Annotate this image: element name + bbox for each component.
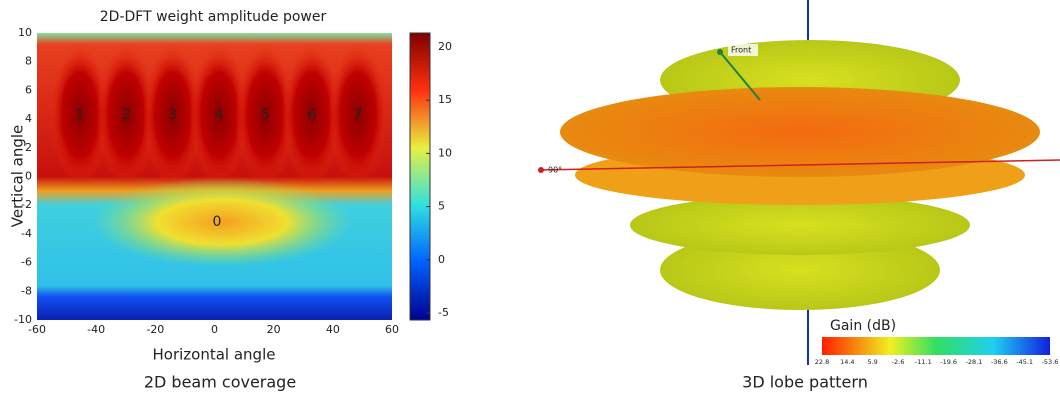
beam-label: 4	[215, 107, 224, 123]
legend-title: Gain (dB)	[830, 318, 896, 334]
colorbar	[410, 33, 430, 320]
colorbar-tick-label: 5	[438, 200, 445, 213]
x-tick-label: -20	[146, 323, 164, 336]
gain-bar	[822, 337, 1050, 355]
y-tick-label: 6	[25, 83, 32, 96]
y-tick-label: -2	[21, 198, 32, 211]
lobe	[560, 87, 1040, 177]
x-tick-label: -60	[28, 323, 46, 336]
y-tick-label: 8	[25, 55, 32, 68]
legend-tick-label: -2.6	[892, 358, 905, 366]
colorbar-tick-label: 15	[438, 93, 452, 106]
x-tick-label: -40	[87, 323, 105, 336]
x-tick-label: 40	[326, 323, 340, 336]
y-axis-label: Vertical angle	[9, 125, 27, 228]
caption: 3D lobe pattern	[742, 373, 868, 392]
plot-title: 2D-DFT weight amplitude power	[100, 9, 327, 25]
beam-label: 3	[168, 107, 177, 123]
legend-tick-label: 5.9	[867, 358, 877, 366]
legend-tick-label: -36.6	[991, 358, 1008, 366]
legend-tick-label: -53.6	[1042, 358, 1059, 366]
x-tick-label: 60	[385, 323, 399, 336]
beam-label: 5	[261, 107, 270, 123]
legend-tick-label: -19.6	[940, 358, 957, 366]
figure: 2D-DFT weight amplitude power Vertical a…	[0, 0, 1060, 394]
low-beam	[92, 177, 352, 267]
x-tick-label: 20	[267, 323, 281, 336]
colorbar-tick-label: 10	[438, 146, 452, 159]
angle-label: 90°	[548, 166, 562, 175]
legend-tick-label: -28.1	[966, 358, 983, 366]
colorbar-tick-label: 20	[438, 40, 452, 53]
beam-label: 2	[122, 107, 131, 123]
legend-tick-label: 14.4	[840, 358, 854, 366]
y-tick-label: -4	[21, 227, 32, 240]
axis-end	[538, 167, 544, 173]
y-tick-label: 2	[25, 141, 32, 154]
legend-tick-label: -11.1	[915, 358, 932, 366]
heatmap	[37, 33, 392, 320]
axis-end	[717, 49, 723, 55]
y-tick-label: -8	[21, 284, 32, 297]
y-tick-label: 0	[25, 170, 32, 183]
beam-label: 7	[354, 107, 363, 123]
x-tick-label: 0	[211, 323, 218, 336]
beam-label: 6	[307, 107, 316, 123]
legend-tick-label: -45.1	[1016, 358, 1033, 366]
colorbar-tick-label: -5	[438, 306, 449, 319]
beam-label: 0	[213, 214, 222, 230]
y-tick-label: 10	[18, 26, 32, 39]
front-label: Front	[731, 46, 751, 55]
beam-label: 1	[76, 107, 85, 123]
caption: 2D beam coverage	[144, 373, 296, 392]
colorbar-tick-label: 0	[438, 253, 445, 266]
legend-tick-label: 22.8	[815, 358, 829, 366]
x-axis-label: Horizontal angle	[153, 346, 276, 364]
lobe-render	[538, 0, 1060, 365]
y-tick-label: 4	[25, 112, 32, 125]
y-tick-label: -6	[21, 256, 32, 269]
